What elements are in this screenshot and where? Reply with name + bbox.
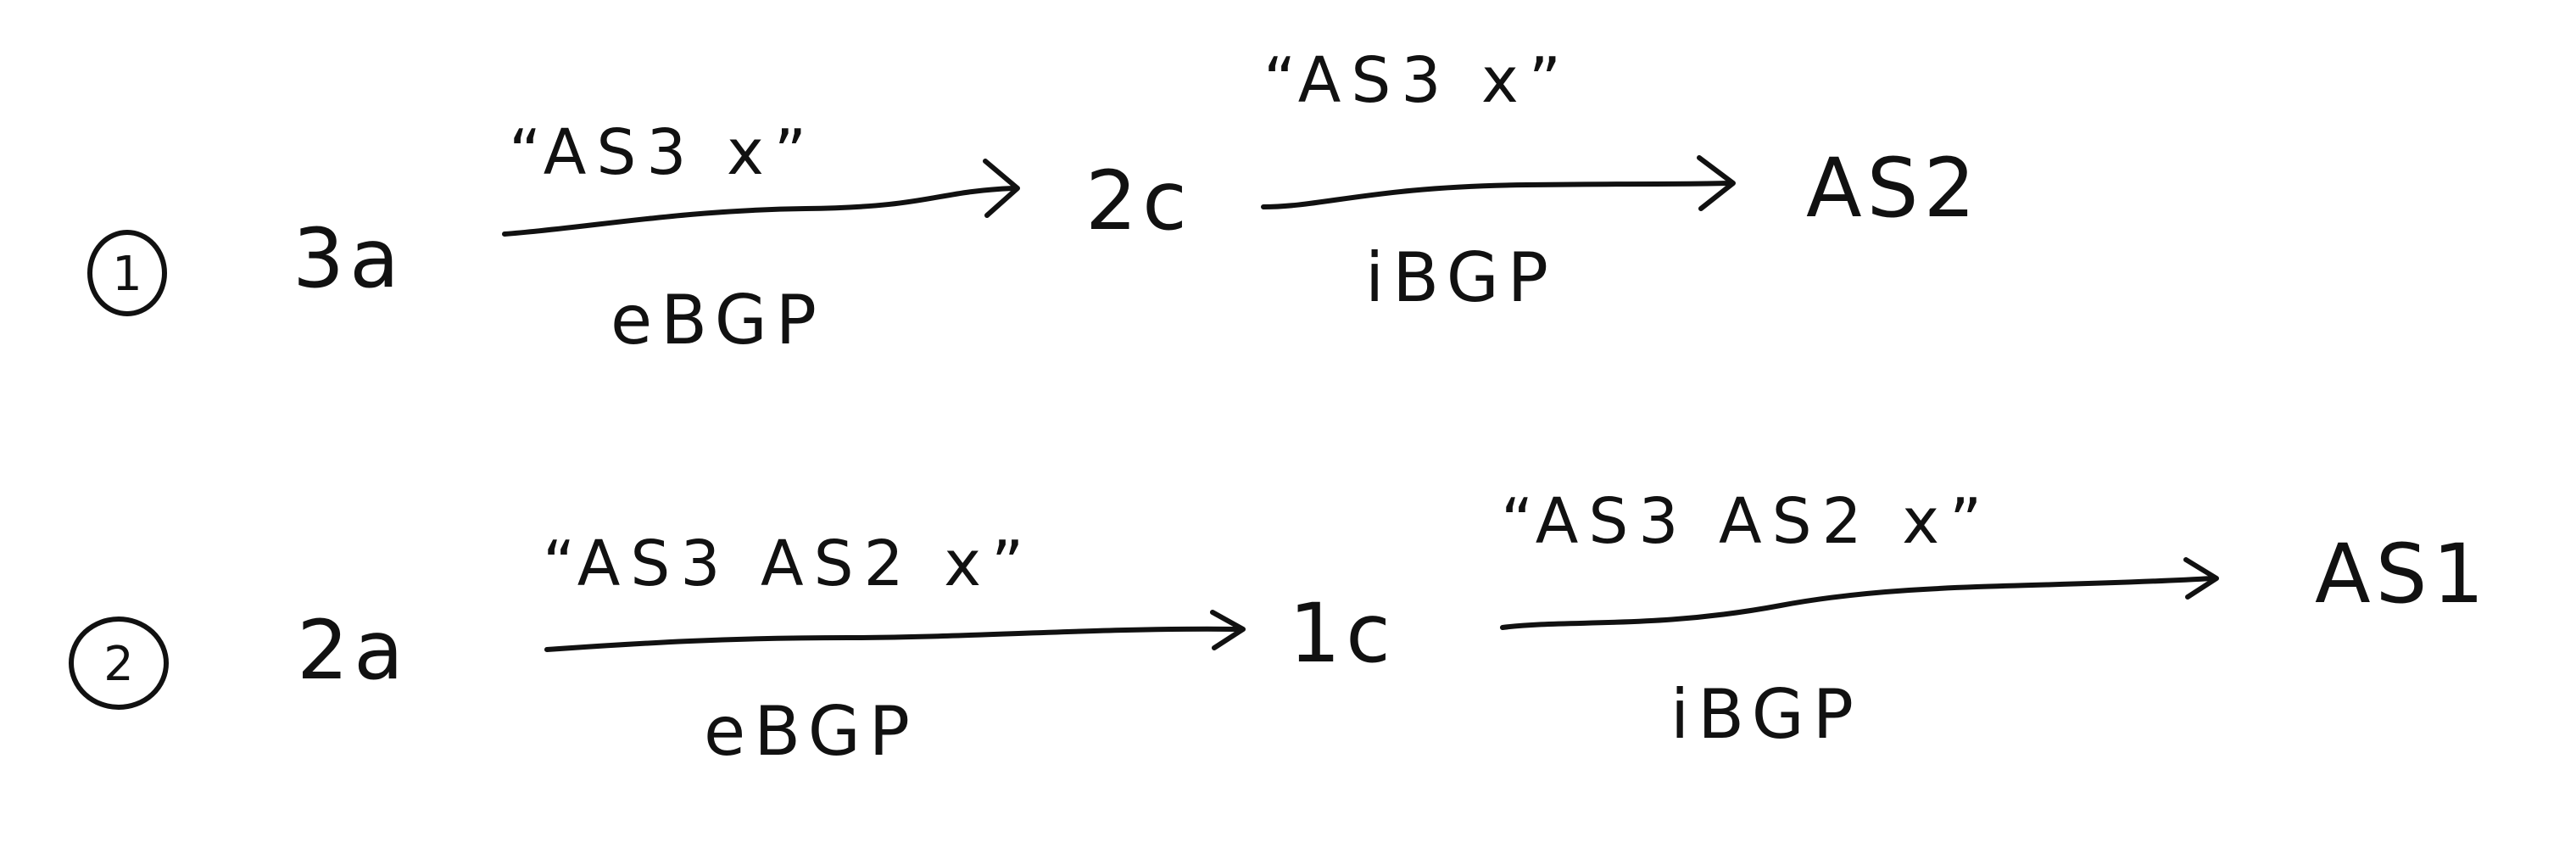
router-1c: 1c — [1289, 586, 1396, 681]
link-arrow-1c-AS1 — [1500, 576, 2216, 630]
arrow-head-1c-AS1 — [2183, 557, 2219, 600]
link-arrow-2c-AS2 — [1261, 181, 1732, 209]
arrow-head-2c-AS2 — [1697, 155, 1736, 211]
route-annotation-2-1: “AS3 AS2 x” — [543, 527, 1034, 600]
row-2: 2 2a “AS3 AS2 x” eBGP 1c “AS3 AS2 x” iBG… — [69, 485, 2490, 771]
arrow-head-3a-2c — [983, 159, 1020, 218]
route-annotation-1-1: “AS3 x” — [509, 116, 817, 189]
link-arrow-3a-2c — [502, 186, 1016, 237]
link-arrow-2a-1c — [544, 626, 1241, 652]
row-1: 1 3a “AS3 x” eBGP 2c “AS3 x” iBGP AS2 — [87, 44, 1981, 360]
step-number-1: 1 — [112, 247, 142, 302]
session-type-2-2: iBGP — [1670, 675, 1862, 754]
router-2a: 2a — [297, 603, 409, 698]
arrow-head-2a-1c — [1210, 610, 1246, 650]
destination-AS1: AS1 — [2315, 527, 2490, 622]
session-type-1-2: iBGP — [1365, 238, 1557, 317]
step-circle-1 — [87, 230, 167, 316]
route-annotation-1-2: “AS3 x” — [1263, 44, 1571, 117]
route-annotation-2-2: “AS3 AS2 x” — [1501, 485, 1992, 558]
step-circle-2 — [69, 616, 169, 710]
router-2c: 2c — [1085, 153, 1192, 248]
session-type-1-1: eBGP — [611, 281, 825, 360]
router-3a: 3a — [293, 211, 404, 306]
step-number-2: 2 — [103, 637, 134, 692]
session-type-2-1: eBGP — [704, 692, 918, 771]
destination-AS2: AS2 — [1806, 141, 1981, 236]
